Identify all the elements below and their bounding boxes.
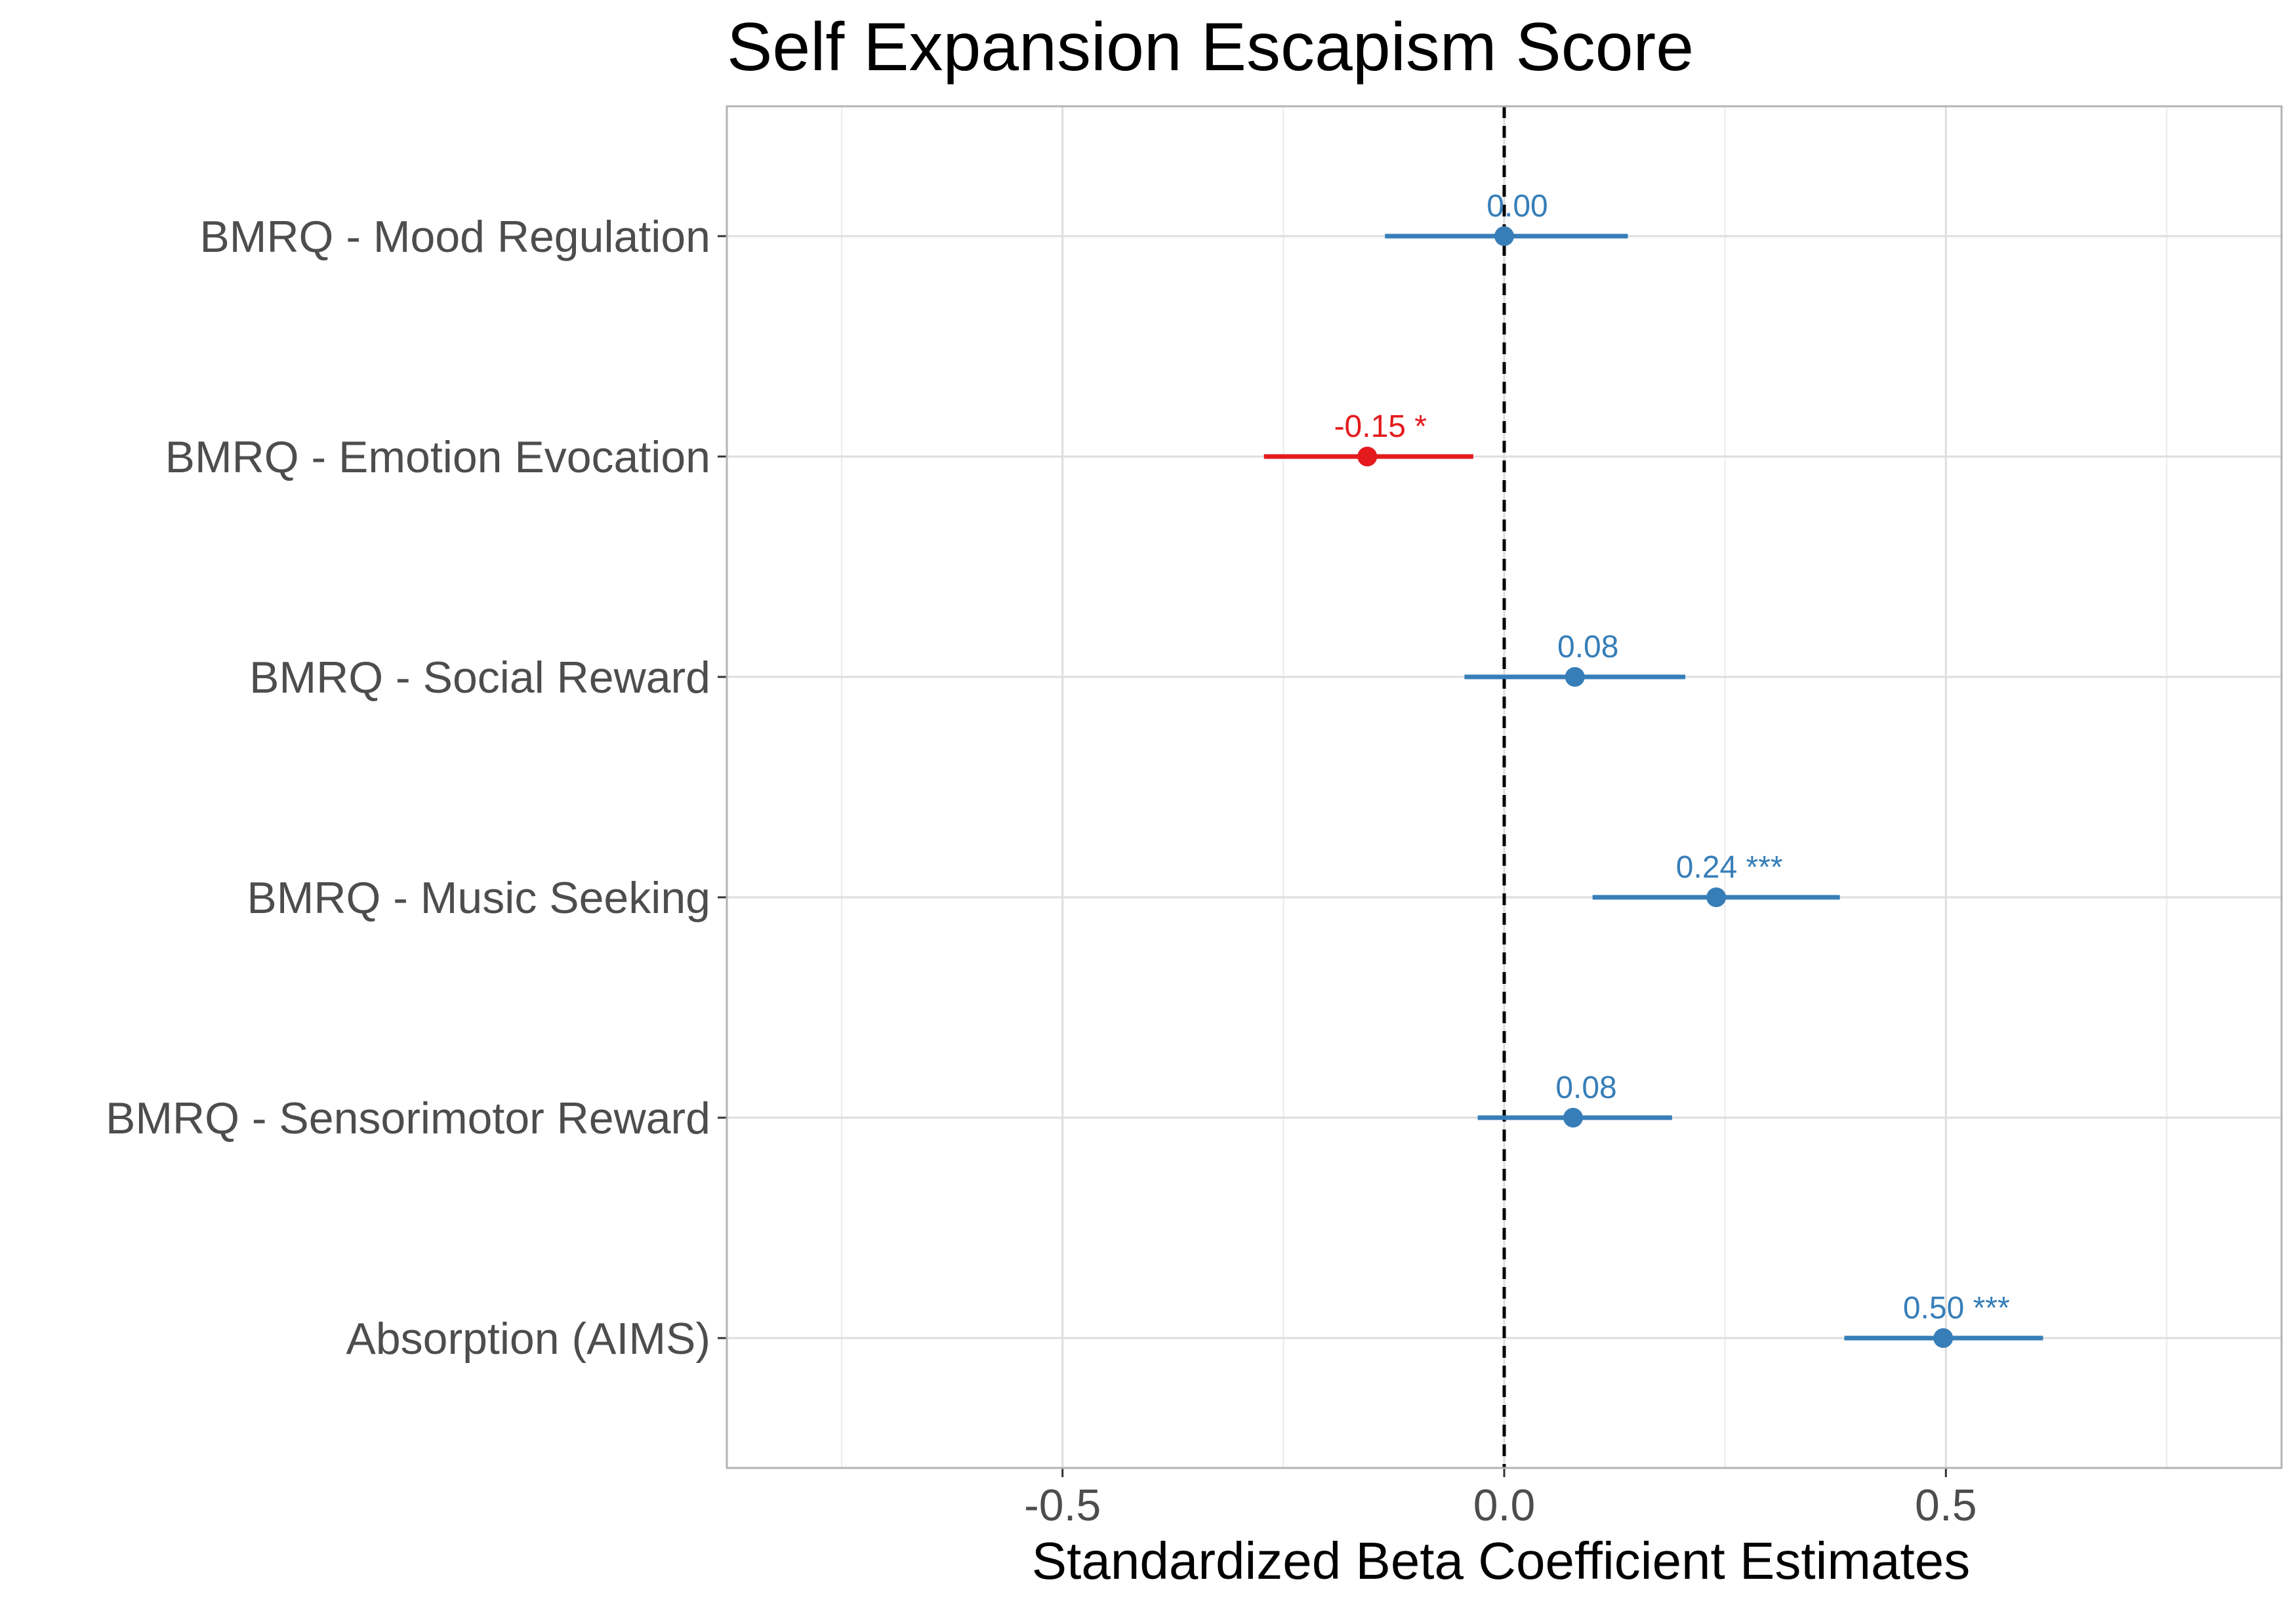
estimate-label: 0.08 [1557,630,1618,664]
estimate-label: 0.00 [1486,189,1548,224]
y-axis-labels: BMRQ - Mood Regulation BMRQ - Emotion Evo… [106,212,727,1364]
panel-border [726,105,2283,1469]
estimate-label: 0.08 [1555,1070,1616,1105]
estimate-label: 0.24 *** [1676,850,1783,885]
estimate-labels: 0.00 -0.15 * 0.08 0.24 *** 0.08 0.50 *** [1334,189,2010,1326]
x-axis-title: Standardized Beta Coefficient Estimates [1032,1532,1970,1590]
estimate-label: 0.50 *** [1903,1291,2010,1326]
chart-title: Self Expansion Escapism Score [727,9,1694,85]
y-tick-label: Absorption (AIMS) [346,1314,710,1364]
estimate-points [1357,226,1954,1348]
y-tick-label: BMRQ - Mood Regulation [199,212,710,262]
estimate-point [1933,1328,1954,1348]
estimate-label: -0.15 * [1334,409,1427,444]
y-tick-label: BMRQ - Emotion Evocation [165,432,710,482]
estimate-point [1494,226,1514,246]
estimate-point [1357,447,1378,466]
y-tick-label: BMRQ - Social Reward [249,653,710,702]
y-tick-label: BMRQ - Music Seeking [247,873,710,923]
x-tick-label: 0.0 [1473,1480,1536,1530]
estimate-point [1563,1108,1584,1128]
plot-border [726,105,2283,1469]
x-tick-label: 0.5 [1915,1480,1977,1530]
x-axis-labels: -0.5 0.0 0.5 [1024,1468,1977,1530]
y-tick-label: BMRQ - Sensorimotor Reward [106,1093,710,1143]
estimate-point [1706,887,1727,907]
estimate-point [1565,667,1585,687]
x-tick-label: -0.5 [1024,1480,1101,1530]
